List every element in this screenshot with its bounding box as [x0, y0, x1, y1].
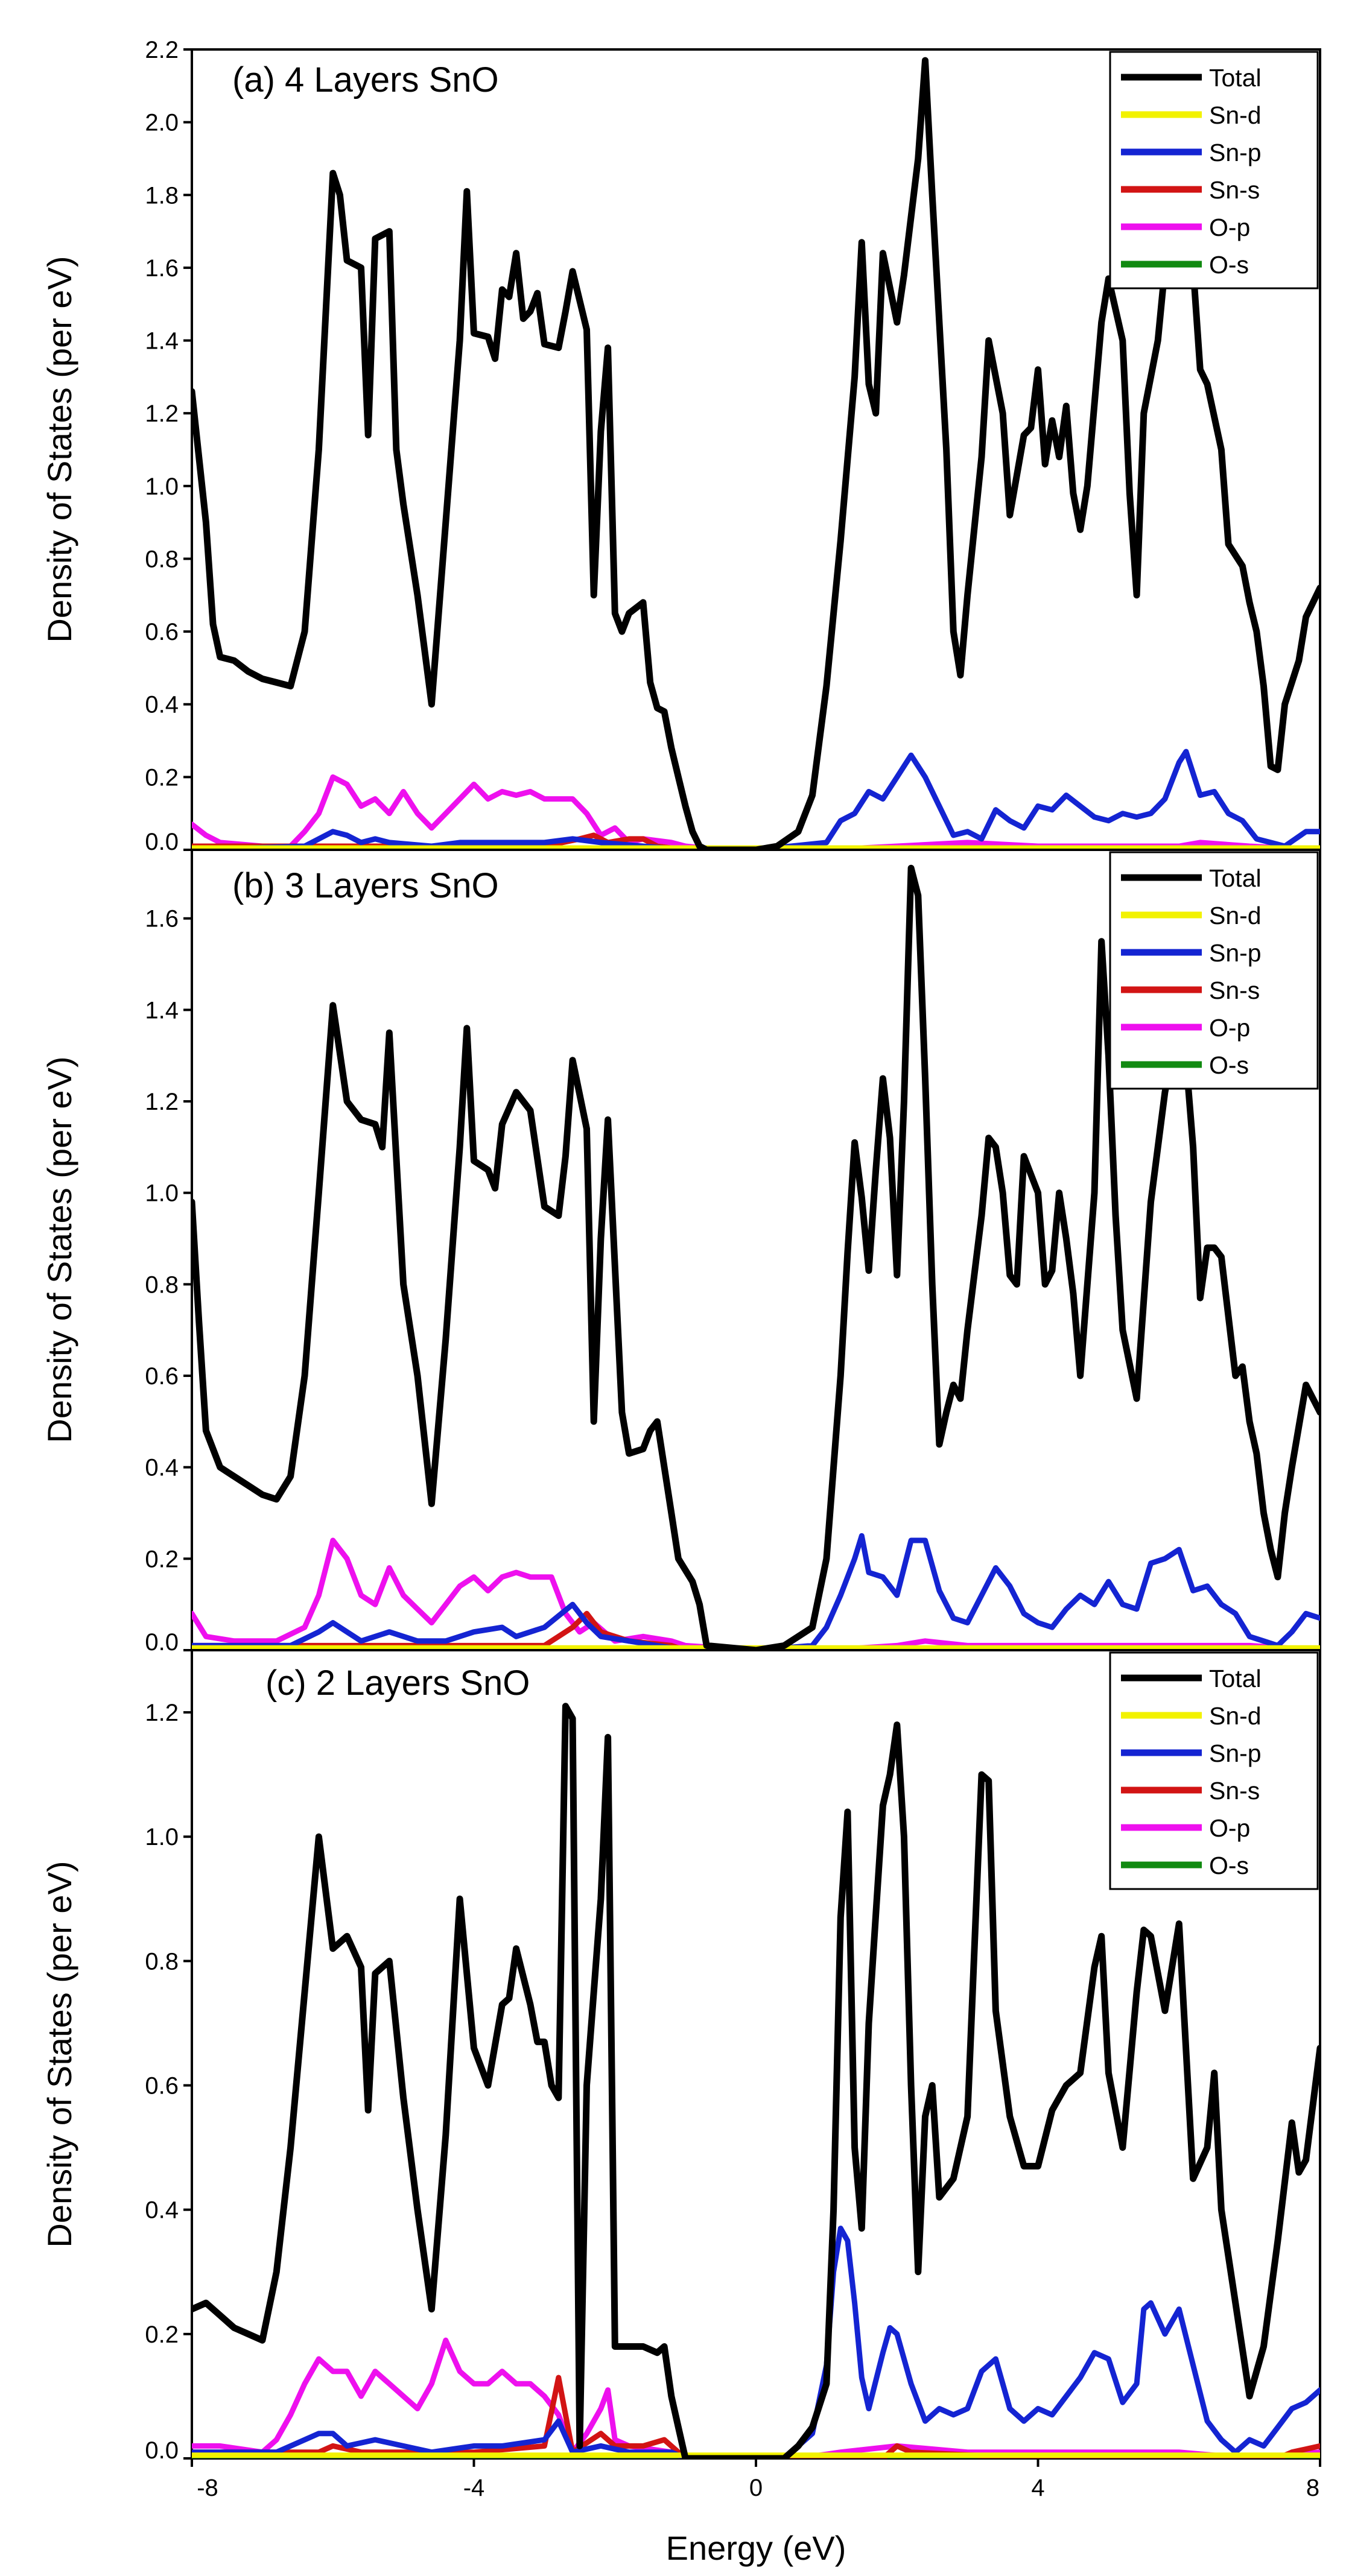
legend-label-sn-p: Sn-p [1209, 139, 1262, 166]
series-sn-p-line [192, 1533, 1320, 1650]
legend-label-sn-d: Sn-d [1209, 101, 1262, 129]
legend-label-total: Total [1209, 864, 1262, 892]
panel-c-lines [192, 1703, 1320, 2458]
y-tick-label: 0.4 [145, 692, 179, 718]
legend-box [1109, 51, 1319, 290]
legend-label-sn-s: Sn-s [1209, 976, 1260, 1004]
y-tick-label: 1.2 [145, 1089, 179, 1115]
y-tick-label: 1.8 [145, 182, 179, 209]
y-tick-label: 0.2 [145, 2321, 179, 2348]
y-tick-label: 0.0 [145, 1629, 179, 1656]
x-tick-label: -4 [463, 2475, 485, 2501]
x-tick-label: 0 [749, 2475, 763, 2501]
y-tick-label: 0.6 [145, 619, 179, 645]
legend-box [1109, 851, 1319, 1090]
legend-label-sn-d: Sn-d [1209, 902, 1262, 929]
legend-label-sn-p: Sn-p [1209, 939, 1262, 967]
panel-c-xticks: -8 -4 0 4 8 [191, 2458, 1321, 2501]
y-tick-label: 0.6 [145, 1363, 179, 1390]
x-tick-label: 8 [1306, 2475, 1319, 2501]
y-tick-label: 2.0 [145, 110, 179, 136]
legend-label-o-s: O-s [1209, 1852, 1249, 1879]
y-tick-label: 0.0 [145, 829, 179, 855]
series-o-p-line [192, 1537, 1320, 1650]
legend-label-sn-s: Sn-s [1209, 1777, 1260, 1805]
series-sn-p-line [192, 748, 1320, 850]
panel-c: 0.0 0.2 0.4 0.6 0.8 1.0 1.2 -8 -4 0 4 8 (c) 2 Laye… [40, 1649, 1321, 2567]
series-sn-s-line [192, 2375, 1320, 2458]
legend-box [1109, 1651, 1319, 1890]
panel-b-title: (b) 3 Layers SnO [232, 866, 499, 905]
panel-b-ylabel: Density of States (per eV) [40, 1056, 78, 1443]
panel-b-yticks: 0.0 0.2 0.4 0.6 0.8 1.0 1.2 1.4 1.6 [145, 906, 192, 1656]
legend-label-o-p: O-p [1209, 1814, 1250, 1842]
panel-c-ylabel: Density of States (per eV) [40, 1861, 78, 2247]
panel-b-legend: Total Sn-d Sn-p Sn-s O-p O-s [1109, 851, 1319, 1090]
panel-a-legend: Total Sn-d Sn-p Sn-s O-p O-s [1109, 51, 1319, 290]
legend-label-o-s: O-s [1209, 1051, 1249, 1079]
series-total-line [192, 57, 1320, 850]
y-tick-label: 1.4 [145, 328, 179, 355]
y-tick-label: 0.4 [145, 1455, 179, 1481]
series-total-line [192, 1703, 1320, 2458]
y-tick-label: 0.6 [145, 2073, 179, 2100]
y-tick-label: 1.0 [145, 473, 179, 500]
series-sn-p-line [192, 2226, 1320, 2458]
y-tick-label: 1.6 [145, 906, 179, 932]
legend-label-o-p: O-p [1209, 214, 1250, 241]
panel-c-legend: Total Sn-d Sn-p Sn-s O-p O-s [1109, 1651, 1319, 1890]
y-tick-label: 1.6 [145, 255, 179, 282]
y-tick-label: 0.0 [145, 2437, 179, 2464]
series-o-p-line [192, 2337, 1320, 2458]
panel-a-lines [192, 57, 1320, 850]
y-tick-label: 1.2 [145, 1700, 179, 1726]
y-tick-label: 0.2 [145, 1546, 179, 1572]
y-tick-label: 2.2 [145, 37, 179, 63]
y-tick-label: 0.8 [145, 1271, 179, 1298]
y-tick-label: 1.0 [145, 1180, 179, 1207]
legend-label-total: Total [1209, 64, 1262, 92]
panel-c-title: (c) 2 Layers SnO [265, 1663, 530, 1703]
y-tick-label: 1.4 [145, 997, 179, 1024]
y-tick-label: 0.8 [145, 1948, 179, 1975]
panel-a-title: (a) 4 Layers SnO [232, 60, 499, 100]
legend-label-o-p: O-p [1209, 1014, 1250, 1042]
legend-label-sn-d: Sn-d [1209, 1702, 1262, 1730]
legend-label-sn-s: Sn-s [1209, 176, 1260, 204]
legend-label-o-s: O-s [1209, 251, 1249, 279]
x-tick-label: -8 [197, 2475, 218, 2501]
panel-c-yticks: 0.0 0.2 0.4 0.6 0.8 1.0 1.2 [145, 1700, 192, 2464]
panel-a-ylabel: Density of States (per eV) [40, 256, 78, 642]
y-tick-label: 0.4 [145, 2197, 179, 2224]
y-tick-label: 1.2 [145, 400, 179, 427]
x-axis-title: Energy (eV) [666, 2529, 846, 2567]
panel-a-yticks: 0.0 0.2 0.4 0.6 0.8 1.0 1.2 1.4 1.6 1.8 2.0 2.2 [145, 37, 192, 855]
panel-b: 0.0 0.2 0.4 0.6 0.8 1.0 1.2 1.4 1.6 (b) 3 Layers… [40, 849, 1321, 1656]
legend-label-sn-p: Sn-p [1209, 1739, 1262, 1767]
panel-a: 0.0 0.2 0.4 0.6 0.8 1.0 1.2 1.4 1.6 1.8 2.0 2.2 (a)… [40, 37, 1321, 855]
legend-label-total: Total [1209, 1665, 1262, 1692]
x-tick-label: 4 [1031, 2475, 1044, 2501]
y-tick-label: 0.8 [145, 546, 179, 572]
y-tick-label: 0.2 [145, 764, 179, 791]
y-tick-label: 1.0 [145, 1824, 179, 1850]
